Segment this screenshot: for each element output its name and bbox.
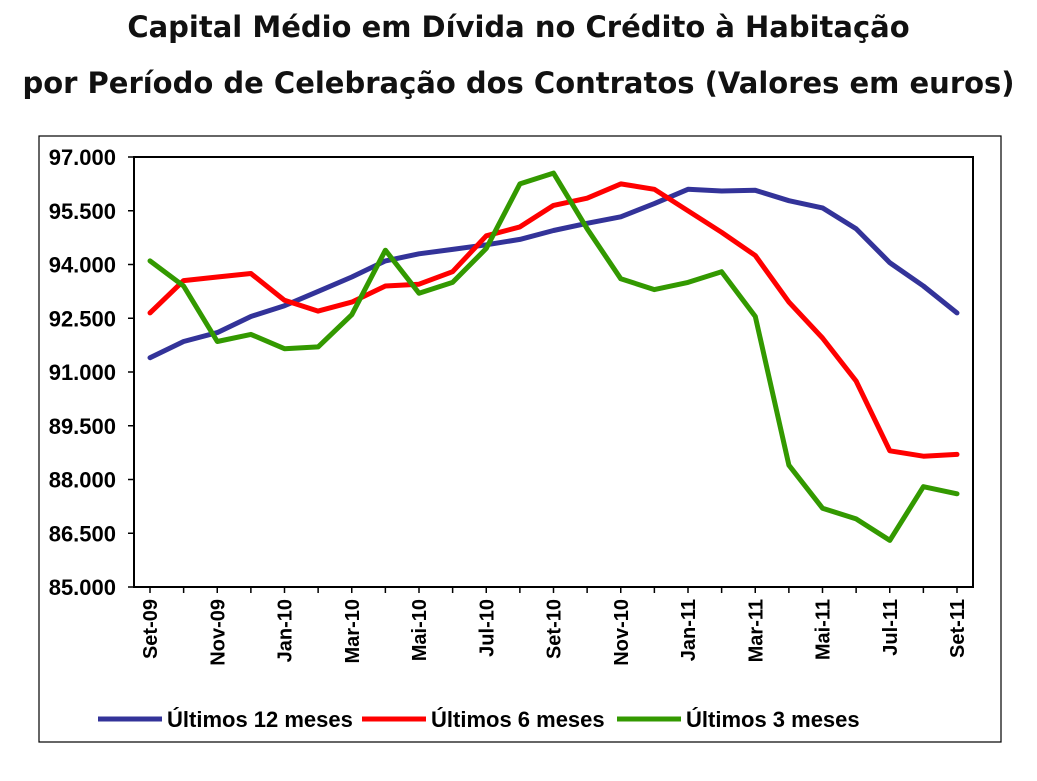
x-tick-label: Jul-11 — [880, 599, 902, 656]
x-axis: Set-09 Nov-09 Jan-10 Mar-10 Mai-10 Jul-10 Set-… — [140, 587, 969, 666]
x-tick-label: Mar-11 — [745, 599, 767, 662]
series-layer — [147, 170, 960, 543]
y-tick-label: 94.000 — [49, 253, 116, 278]
chart-title-line-2: por Período de Celebração dos Contratos … — [22, 66, 1015, 100]
series-line-2 — [147, 181, 960, 459]
legend-label-1: Últimos 12 meses — [167, 707, 353, 732]
y-tick-label: 89.500 — [49, 414, 116, 439]
x-tick-label: Jan-11 — [678, 599, 700, 661]
x-tick-label: Set-10 — [544, 599, 566, 659]
chart-title-line-1: Capital Médio em Dívida no Crédito à Hab… — [127, 10, 910, 44]
series-line-3 — [147, 170, 960, 543]
x-tick-label: Set-11 — [947, 599, 969, 658]
y-tick-label: 95.500 — [49, 199, 116, 224]
legend: Últimos 12 meses Últimos 6 meses Últimos 3… — [98, 707, 860, 732]
y-tick-label: 92.500 — [49, 306, 116, 331]
x-tick-label: Nov-09 — [207, 599, 229, 666]
y-tick-label: 91.000 — [49, 360, 116, 385]
x-tick-label: Mai-11 — [813, 599, 835, 660]
x-tick-label: Jul-10 — [476, 599, 498, 657]
y-tick-label: 86.500 — [49, 521, 116, 546]
x-tick-label: Nov-10 — [611, 599, 633, 666]
x-tick-label: Mar-10 — [342, 599, 364, 663]
y-tick-label: 85.000 — [49, 575, 116, 600]
series-line-1 — [147, 186, 960, 361]
y-axis: 85.000 86.500 88.000 89.500 91.000 92.500 94.0… — [49, 145, 134, 600]
x-tick-label: Jan-10 — [275, 599, 297, 662]
x-tick-label: Set-09 — [140, 599, 162, 659]
y-tick-label: 88.000 — [49, 468, 116, 493]
legend-label-3: Últimos 3 meses — [686, 707, 860, 732]
y-tick-label: 97.000 — [49, 145, 116, 170]
legend-label-2: Últimos 6 meses — [431, 707, 605, 732]
x-tick-label: Mai-10 — [409, 599, 431, 661]
